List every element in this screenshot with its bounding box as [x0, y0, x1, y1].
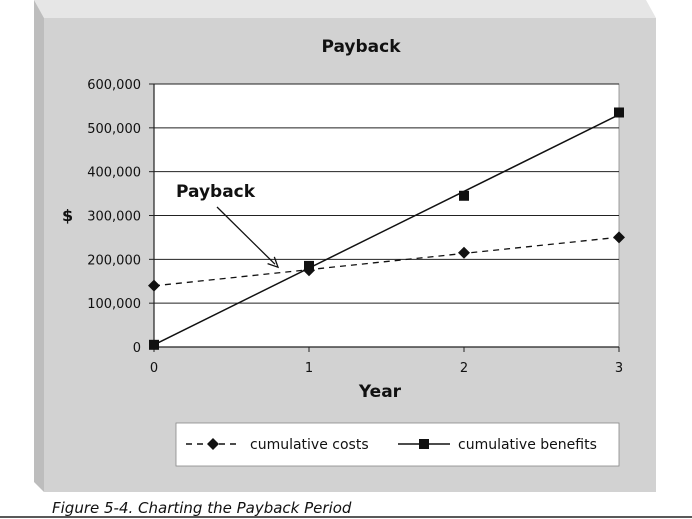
series-1-point-1: [304, 260, 314, 271]
gridlines: [154, 83, 619, 304]
annotation-layer: Payback: [176, 182, 280, 269]
series-1-point-3: [614, 107, 624, 118]
y-tick-labels: 0 100,000 200,000 300,000 400,000 500,000 600,…: [87, 78, 141, 356]
y-tick-label-3: 300,000: [87, 210, 141, 225]
x-tick-label-1: 1: [305, 361, 313, 376]
annotation-arrow-line: [216, 206, 276, 265]
series-0-point-3: [613, 231, 625, 244]
frame-top-bevel: [34, 0, 656, 18]
series-0-line: [153, 236, 620, 287]
y-tick-label-6: 600,000: [87, 78, 141, 93]
y-tick-label-1: 100,000: [87, 297, 141, 312]
figure-caption: Figure 5-4. Charting the Payback Period: [52, 499, 352, 517]
legend-box: [175, 422, 620, 467]
series-1-point-0: [149, 339, 159, 350]
x-axis-label: Year: [358, 382, 402, 402]
annotation-arrow-head: [267, 256, 280, 269]
y-tick-label-5: 500,000: [87, 122, 141, 137]
series-0-point-2: [458, 246, 470, 259]
series-layer: [148, 107, 625, 350]
y-tick-label-2: 200,000: [87, 253, 141, 268]
legend-costs-label: cumulative costs: [250, 437, 369, 453]
series-1-point-2: [459, 190, 469, 201]
chart-title: Payback: [321, 37, 401, 57]
legend-costs-marker: [207, 438, 219, 450]
frame-left-bevel: [34, 0, 44, 492]
series-1: [149, 107, 624, 350]
y-tick-label-4: 400,000: [87, 166, 141, 181]
x-tick-label-0: 0: [150, 361, 158, 376]
y-axis-label: $: [62, 206, 73, 225]
series-1-line: [153, 114, 620, 346]
y-tick-label-0: 0: [133, 341, 141, 356]
annotation-label: Payback: [176, 182, 256, 202]
series-0-point-0: [148, 279, 160, 292]
legend-benefits-marker: [419, 439, 429, 449]
x-tick-label-3: 3: [615, 361, 623, 376]
x-tick-labels: 0 1 2 3: [150, 361, 623, 376]
legend: cumulative costs cumulative benefits: [175, 422, 620, 467]
legend-benefits-label: cumulative benefits: [458, 437, 597, 453]
x-tick-label-2: 2: [460, 361, 468, 376]
